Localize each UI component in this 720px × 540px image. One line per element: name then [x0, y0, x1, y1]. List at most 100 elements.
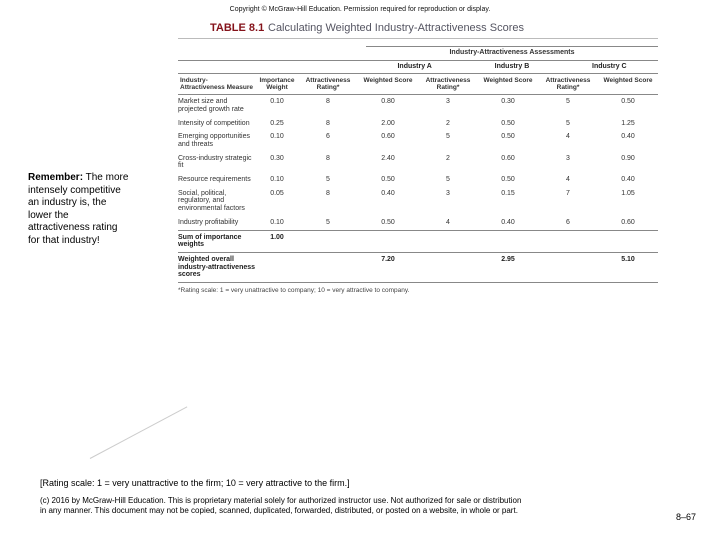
star-footnote: *Rating scale: 1 = very unattractive to … — [178, 283, 658, 294]
cell-c-rating: 4 — [538, 133, 598, 148]
cell-c-score: 0.60 — [598, 219, 658, 227]
cell-measure: Market size and projected growth rate — [178, 98, 256, 113]
cell-measure: Resource requirements — [178, 176, 256, 184]
cell-weight: 0.25 — [256, 120, 298, 128]
cell-c-rating: 3 — [538, 155, 598, 170]
col-b-score: Weighted Score — [478, 74, 538, 94]
table-title: Calculating Weighted Industry-Attractive… — [268, 22, 524, 34]
group-industry-b: Industry B — [463, 60, 560, 72]
col-a-score: Weighted Score — [358, 74, 418, 94]
table-row: Intensity of competition0.2582.0020.5051… — [178, 117, 658, 131]
cell-weight: 0.10 — [256, 219, 298, 227]
final-label: Weighted overall industry-attractiveness… — [178, 256, 256, 279]
sum-label: Sum of importance weights — [178, 234, 256, 249]
sidebar-note: Remember: The more intensely competitive… — [28, 172, 130, 247]
cell-b-score: 0.40 — [478, 219, 538, 227]
cell-b-rating: 2 — [418, 120, 478, 128]
sum-weight: 1.00 — [256, 234, 298, 249]
attractiveness-table: Industry-Attractiveness Assessments Indu… — [178, 46, 658, 294]
cell-a-score: 0.50 — [358, 176, 418, 184]
group-industry-c: Industry C — [561, 60, 658, 72]
cell-a-rating: 6 — [298, 133, 358, 148]
cell-a-rating: 8 — [298, 98, 358, 113]
cell-c-score: 1.25 — [598, 120, 658, 128]
cell-b-rating: 4 — [418, 219, 478, 227]
cell-b-score: 0.60 — [478, 155, 538, 170]
group-industry-a: Industry A — [366, 60, 463, 72]
cell-b-score: 0.50 — [478, 120, 538, 128]
rows-container: Market size and projected growth rate0.1… — [178, 95, 658, 229]
legal-line-2: in any manner. This document may not be … — [40, 506, 600, 516]
cell-c-score: 0.40 — [598, 176, 658, 184]
cell-a-score: 0.50 — [358, 219, 418, 227]
cell-weight: 0.30 — [256, 155, 298, 170]
page-number: 8–67 — [676, 512, 696, 522]
cell-measure: Emerging opportunities and threats — [178, 133, 256, 148]
cell-weight: 0.10 — [256, 176, 298, 184]
cell-c-score: 0.40 — [598, 133, 658, 148]
final-c: 5.10 — [598, 256, 658, 279]
cell-a-rating: 8 — [298, 120, 358, 128]
table-row: Market size and projected growth rate0.1… — [178, 95, 658, 116]
legal-line-1: (c) 2016 by McGraw-Hill Education. This … — [40, 496, 600, 506]
cell-measure: Intensity of competition — [178, 120, 256, 128]
decorative-line — [90, 406, 188, 459]
final-row: Weighted overall industry-attractiveness… — [178, 252, 658, 283]
legal-text: (c) 2016 by McGraw-Hill Education. This … — [40, 496, 600, 515]
spacer — [178, 60, 366, 72]
cell-c-rating: 4 — [538, 176, 598, 184]
cell-b-rating: 5 — [418, 133, 478, 148]
super-header-row: Industry-Attractiveness Assessments — [178, 46, 658, 58]
cell-b-rating: 5 — [418, 176, 478, 184]
cell-weight: 0.10 — [256, 133, 298, 148]
spacer — [178, 46, 366, 58]
col-b-rating: Attractiveness Rating* — [418, 74, 478, 94]
cell-c-score: 0.50 — [598, 98, 658, 113]
table-row: Social, political, regulatory, and envir… — [178, 187, 658, 216]
col-c-rating: Attractiveness Rating* — [538, 74, 598, 94]
cell-b-score: 0.50 — [478, 133, 538, 148]
cell-b-rating: 3 — [418, 98, 478, 113]
cell-c-score: 1.05 — [598, 190, 658, 213]
cell-a-score: 0.60 — [358, 133, 418, 148]
super-header: Industry-Attractiveness Assessments — [366, 46, 658, 58]
table-row: Resource requirements0.1050.5050.5040.40 — [178, 173, 658, 187]
sidebar-bold: Remember: — [28, 172, 83, 183]
cell-b-rating: 3 — [418, 190, 478, 213]
sidebar-text: The more intensely competitive an indust… — [28, 172, 128, 246]
cell-a-score: 2.40 — [358, 155, 418, 170]
col-measure: Industry- Attractiveness Measure — [178, 74, 256, 94]
col-c-score: Weighted Score — [598, 74, 658, 94]
cell-c-score: 0.90 — [598, 155, 658, 170]
group-header-row: Industry A Industry B Industry C — [178, 60, 658, 74]
cell-measure: Industry profitability — [178, 219, 256, 227]
cell-a-rating: 5 — [298, 219, 358, 227]
cell-b-rating: 2 — [418, 155, 478, 170]
cell-c-rating: 5 — [538, 98, 598, 113]
rating-scale-note: [Rating scale: 1 = very unattractive to … — [40, 478, 350, 488]
final-a: 7.20 — [358, 256, 418, 279]
final-b: 2.95 — [478, 256, 538, 279]
cell-c-rating: 7 — [538, 190, 598, 213]
cell-a-rating: 8 — [298, 155, 358, 170]
cell-b-score: 0.30 — [478, 98, 538, 113]
table-label: TABLE 8.1 — [210, 22, 264, 34]
cell-b-score: 0.15 — [478, 190, 538, 213]
title-underline — [178, 38, 658, 39]
col-weight: Importance Weight — [256, 74, 298, 94]
cell-weight: 0.05 — [256, 190, 298, 213]
cell-measure: Cross-industry strategic fit — [178, 155, 256, 170]
cell-c-rating: 5 — [538, 120, 598, 128]
table-row: Emerging opportunities and threats0.1060… — [178, 130, 658, 151]
cell-c-rating: 6 — [538, 219, 598, 227]
cell-measure: Social, political, regulatory, and envir… — [178, 190, 256, 213]
column-header-row: Industry- Attractiveness Measure Importa… — [178, 74, 658, 95]
table-row: Industry profitability0.1050.5040.4060.6… — [178, 216, 658, 230]
cell-weight: 0.10 — [256, 98, 298, 113]
cell-a-score: 2.00 — [358, 120, 418, 128]
cell-a-rating: 5 — [298, 176, 358, 184]
sum-row: Sum of importance weights 1.00 — [178, 230, 658, 252]
cell-a-rating: 8 — [298, 190, 358, 213]
cell-a-score: 0.80 — [358, 98, 418, 113]
cell-b-score: 0.50 — [478, 176, 538, 184]
